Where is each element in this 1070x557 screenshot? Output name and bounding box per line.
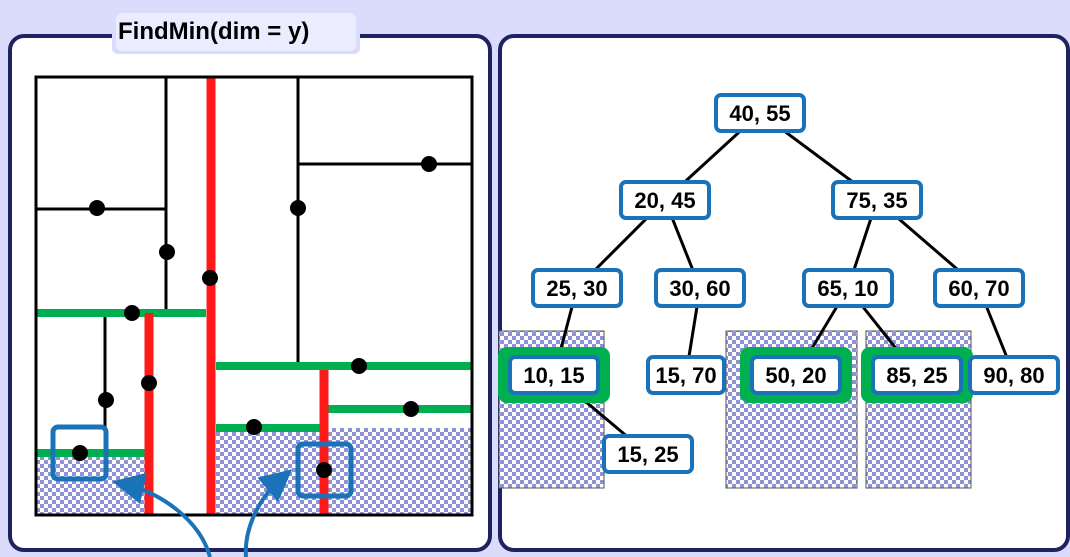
data-point	[290, 200, 306, 216]
tree-node: 40, 55	[714, 93, 806, 133]
tree-node-box	[871, 355, 963, 395]
tree-node-label: 20, 45	[634, 188, 695, 213]
tree-node: 15, 70	[646, 355, 726, 395]
kd-tree: 40, 55 20, 45 75, 35 25, 30 30, 60 65, 10 60, …	[498, 93, 1060, 489]
arrow-icon	[243, 469, 293, 557]
data-point	[124, 305, 140, 321]
tree-node-box	[619, 180, 711, 220]
tree-node-label: 40, 55	[729, 101, 790, 126]
tree-node-box	[531, 268, 623, 308]
tree-node: 25, 30	[531, 268, 623, 308]
tree-node-box	[646, 355, 726, 395]
min-candidate-box	[295, 441, 354, 499]
tree-node: 65, 10	[802, 268, 894, 308]
tree-node-label: 15, 70	[655, 363, 716, 388]
tree-node: 90, 80	[968, 355, 1060, 395]
data-point	[159, 244, 175, 260]
tree-node-box	[508, 355, 600, 395]
data-point	[351, 358, 367, 374]
data-point	[316, 462, 332, 478]
tree-node-label: 10, 15	[523, 363, 584, 388]
tree-node-label: 15, 25	[617, 442, 678, 467]
tree-node-box	[714, 93, 806, 133]
tree-node-box	[802, 268, 894, 308]
tree-node: 85, 25	[861, 347, 973, 403]
tree-node-box	[602, 434, 694, 474]
tree-node: 75, 35	[831, 180, 923, 220]
tree-node: 10, 15	[498, 347, 610, 403]
min-candidate-box	[50, 424, 109, 482]
tree-node-box	[654, 268, 746, 308]
data-point	[202, 270, 218, 286]
tree-node: 30, 60	[654, 268, 746, 308]
search-region	[216, 428, 471, 514]
tree-node-box	[750, 355, 842, 395]
tree-node: 15, 25	[602, 434, 694, 474]
page-title: FindMin(dim = y)	[116, 13, 356, 51]
tree-node: 60, 70	[933, 268, 1025, 308]
tree-node-label: 30, 60	[669, 276, 730, 301]
arrow-icon	[112, 472, 212, 557]
data-point	[421, 156, 437, 172]
tree-node-box	[968, 355, 1060, 395]
tree-node-label: 75, 35	[846, 188, 907, 213]
tree-node-label: 85, 25	[886, 363, 947, 388]
data-point	[72, 445, 88, 461]
data-point	[98, 392, 114, 408]
data-point	[141, 375, 157, 391]
tree-node-label: 60, 70	[948, 276, 1009, 301]
tree-node-label: 25, 30	[546, 276, 607, 301]
tree-node-label: 65, 10	[817, 276, 878, 301]
tree-node: 50, 20	[740, 347, 852, 403]
tree-node-label: 50, 20	[765, 363, 826, 388]
data-point	[403, 401, 419, 417]
tree-node-box	[933, 268, 1025, 308]
data-point	[246, 419, 262, 435]
tree-node-box	[831, 180, 923, 220]
tree-node-label: 90, 80	[983, 363, 1044, 388]
partition-diagram	[34, 75, 474, 557]
data-point	[89, 200, 105, 216]
tree-node: 20, 45	[619, 180, 711, 220]
